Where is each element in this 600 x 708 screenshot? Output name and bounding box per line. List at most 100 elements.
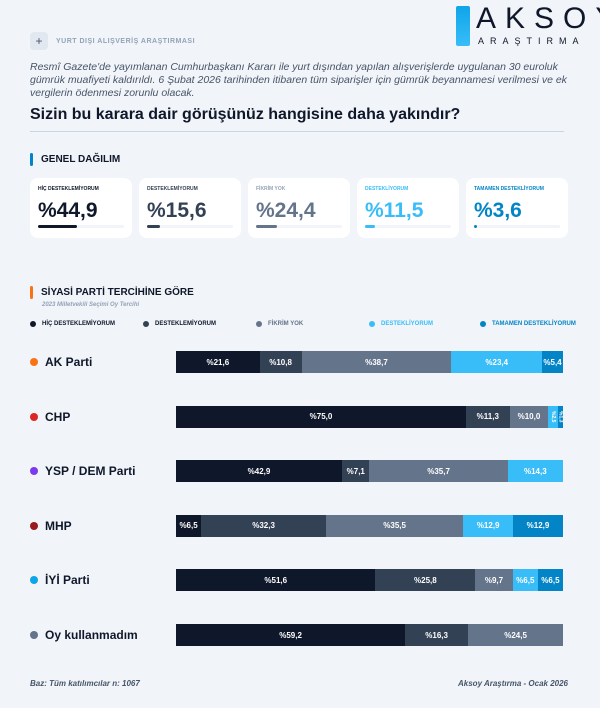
card-value: %44,9 [38, 199, 98, 222]
divider [30, 131, 564, 132]
bar-segment: %35,7 [369, 460, 508, 483]
card-progress-fill [474, 225, 478, 228]
legend-item: TAMAMEN DESTEKLİYORUM [480, 321, 576, 327]
legend-label: DESTEKLİYORUM [381, 321, 434, 327]
legend-dot [143, 321, 149, 327]
card-label: TAMAMEN DESTEKLİYORUM [474, 186, 544, 192]
summary-card: TAMAMEN DESTEKLİYORUM %3,6 [466, 178, 568, 238]
party-dot [30, 521, 38, 530]
card-label: FİKRİM YOK [256, 186, 286, 192]
party-dot [30, 576, 38, 585]
summary-cards: HİÇ DESTEKLEMİYORUM %44,9 DESTEKLEMİYORU… [30, 178, 568, 238]
party-name: Oy kullanmadım [45, 628, 138, 642]
card-value: %24,4 [256, 199, 316, 222]
summary-card: DESTEKLİYORUM %11,5 [357, 178, 459, 238]
stacked-bar: %21,6 %10,8 %38,7 %23,4 %5,4 [176, 351, 563, 373]
bar-segment: %12,9 [513, 514, 563, 537]
bar-segment: %2,5 [548, 405, 558, 428]
legend-dot [369, 321, 375, 327]
section-accent [30, 153, 33, 166]
bar-segment: %7,1 [342, 460, 370, 483]
logo-mark-icon [456, 6, 470, 46]
bar-segment: %9,7 [475, 569, 513, 592]
bar-segment: %21,6 [176, 351, 260, 373]
stacked-bar: %51,6 %25,8 %9,7 %6,5 %6,5 [176, 569, 563, 592]
card-progress-fill [365, 225, 375, 228]
card-label: DESTEKLİYORUM [365, 186, 409, 192]
bar-segment: %16,3 [405, 624, 469, 646]
legend-label: TAMAMEN DESTEKLİYORUM [492, 321, 576, 327]
aksoy-logo: AKSOY ARAŞTIRMA [456, 4, 600, 50]
bar-segment: %12,9 [463, 514, 514, 537]
card-value: %3,6 [474, 199, 522, 222]
section-title: GENEL DAĞILIM [41, 154, 121, 166]
legend-item: DESTEKLİYORUM [369, 321, 433, 327]
legend-dot [256, 321, 262, 327]
summary-card: HİÇ DESTEKLEMİYORUM %44,9 [30, 178, 132, 238]
bar-segment: %24,5 [468, 624, 563, 646]
party-row: CHP %75,0 %11,3 %10,0 %2,5 %1,3 [30, 405, 570, 428]
bar-segment: %10,8 [259, 351, 302, 373]
bar-segment: %75,0 [176, 405, 466, 428]
stacked-bar: %75,0 %11,3 %10,0 %2,5 %1,3 [176, 405, 563, 428]
party-row: YSP / DEM Parti %42,9 %7,1 %35,7 %14,3 [30, 460, 570, 483]
card-progress-fill [38, 225, 77, 228]
legend-item: FİKRİM YOK [256, 321, 303, 327]
party-dot [30, 631, 38, 639]
bar-segment: %5,4 [542, 351, 563, 373]
legend-label: HİÇ DESTEKLEMİYORUM [42, 321, 116, 327]
plus-icon[interactable]: + [30, 32, 48, 50]
footer-source: Aksoy Araştırma - Ocak 2026 [458, 679, 568, 688]
bar-segment: %51,6 [176, 569, 376, 592]
section-subtitle: 2023 Milletvekili Seçimi Oy Tercihi [42, 302, 140, 308]
bar-segment: %1,3 [557, 405, 563, 428]
bar-segment: %35,5 [326, 514, 464, 537]
card-progress-track [147, 225, 233, 228]
legend-item: HİÇ DESTEKLEMİYORUM [30, 321, 115, 327]
bar-segment: %11,3 [465, 405, 510, 428]
stacked-bar: %6,5 %32,3 %35,5 %12,9 %12,9 [176, 514, 563, 537]
brand-sub: ARAŞTIRMA [478, 36, 585, 46]
card-label: DESTEKLEMİYORUM [147, 186, 198, 192]
card-value: %11,5 [365, 199, 424, 222]
card-progress-track [38, 225, 124, 228]
summary-card: DESTEKLEMİYORUM %15,6 [139, 178, 241, 238]
bar-segment: %6,5 [537, 569, 563, 592]
party-dot [30, 358, 38, 366]
card-progress-fill [256, 225, 277, 228]
party-name: CHP [45, 409, 71, 424]
bar-segment: %25,8 [375, 569, 476, 592]
party-name: İYİ Parti [45, 573, 90, 588]
party-row: İYİ Parti %51,6 %25,8 %9,7 %6,5 %6,5 [30, 569, 570, 592]
bar-segment: %14,3 [507, 460, 563, 483]
bar-segment: %38,7 [301, 351, 452, 373]
legend-dot [480, 321, 486, 327]
legend-label: FİKRİM YOK [268, 321, 304, 327]
card-label: HİÇ DESTEKLEMİYORUM [38, 186, 99, 192]
party-row: AK Parti %21,6 %10,8 %38,7 %23,4 %5,4 [30, 351, 570, 373]
legend-item: DESTEKLEMİYORUM [143, 321, 216, 327]
footer-base: Baz: Tüm katılımcılar n: 1067 [30, 679, 140, 688]
bar-segment: %42,9 [176, 460, 343, 483]
summary-card: FİKRİM YOK %24,4 [248, 178, 350, 238]
bar-segment: %6,5 [176, 514, 202, 537]
question-title: Sizin bu karara dair görüşünüz hangisine… [30, 106, 461, 123]
party-dot [30, 467, 38, 476]
bar-segment: %59,2 [176, 624, 406, 646]
bar-segment: %23,4 [451, 351, 543, 373]
card-value: %15,6 [147, 199, 207, 222]
party-name: MHP [45, 518, 72, 533]
bar-segment: %6,5 [512, 569, 538, 592]
card-progress-track [474, 225, 560, 228]
party-row: Oy kullanmadım %59,2 %16,3 %24,5 [30, 624, 570, 646]
stacked-bar: %59,2 %16,3 %24,5 [176, 624, 563, 646]
card-progress-fill [147, 225, 161, 228]
section-party: SİYASİ PARTİ TERCİHİNE GÖRE [30, 286, 194, 299]
card-progress-track [256, 225, 342, 228]
bar-segment: %32,3 [201, 514, 326, 537]
stacked-bar: %42,9 %7,1 %35,7 %14,3 [176, 460, 563, 483]
survey-tag: YURT DIŞI ALIŞVERİŞ ARAŞTIRMASI [56, 38, 196, 45]
section-title: SİYASİ PARTİ TERCİHİNE GÖRE [41, 287, 194, 299]
party-name: YSP / DEM Parti [45, 464, 136, 479]
intro-text: Resmî Gazete'de yayımlanan Cumhurbaşkanı… [30, 61, 567, 99]
